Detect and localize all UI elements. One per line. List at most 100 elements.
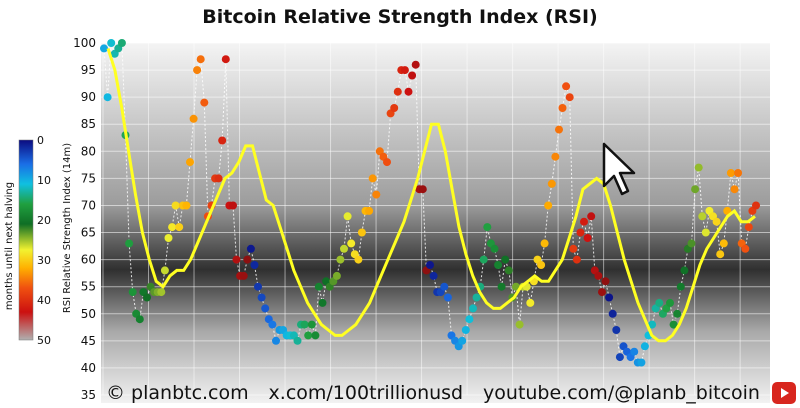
rsi-point	[694, 163, 703, 172]
rsi-point	[304, 331, 313, 340]
rsi-point	[336, 255, 345, 264]
rsi-point	[440, 282, 449, 291]
colorbar-label: months until next halving	[4, 182, 15, 310]
rsi-point	[734, 169, 743, 177]
rsi-point	[501, 255, 510, 264]
rsi-point	[307, 320, 316, 329]
rsi-point	[608, 309, 617, 318]
rsi-point	[726, 169, 735, 177]
rsi-point	[143, 293, 151, 302]
grid-lines	[101, 42, 770, 396]
rsi-point	[189, 114, 198, 123]
rsi-point	[483, 223, 492, 232]
rsi-point	[443, 293, 452, 302]
rsi-point	[393, 87, 402, 96]
youtube-logo-icon[interactable]	[772, 382, 796, 404]
rsi-point	[318, 298, 327, 307]
footer-site[interactable]: © planbtc.com	[106, 382, 249, 404]
colorbar-tick-label: 30	[37, 254, 51, 267]
rsi-point	[243, 255, 252, 264]
rsi-point	[601, 277, 610, 286]
rsi-point	[426, 261, 434, 269]
rsi-point	[400, 66, 409, 75]
colorbar-tick-label: 20	[37, 214, 51, 227]
rsi-point	[612, 326, 621, 334]
plot-background	[101, 43, 770, 403]
rsi-point	[698, 212, 707, 221]
y-tick-label: 60	[81, 253, 96, 267]
rsi-point	[293, 336, 302, 345]
rsi-point	[182, 201, 191, 210]
rsi-point	[268, 320, 277, 329]
rsi-point	[272, 336, 280, 345]
rsi-point	[175, 223, 184, 232]
rsi-point	[673, 309, 682, 318]
rsi-point	[429, 271, 438, 280]
rsi-point	[497, 282, 506, 291]
rsi-point	[741, 244, 750, 253]
rsi-point	[544, 201, 553, 210]
rsi-point	[257, 293, 266, 302]
trend-line	[106, 47, 756, 343]
y-tick-label: 55	[81, 280, 96, 294]
rsi-point	[368, 174, 377, 183]
footer-credits: © planbtc.com x.com/100trillionusd youtu…	[96, 378, 770, 408]
colorbar-tick-label: 10	[37, 174, 51, 187]
rsi-point	[103, 93, 112, 102]
rsi-point	[472, 293, 481, 302]
rsi-point	[687, 239, 696, 248]
rsi-point	[598, 288, 606, 297]
rsi-point	[691, 185, 700, 194]
footer-x-handle[interactable]: x.com/100trillionusd	[268, 382, 464, 404]
rsi-point	[193, 66, 202, 75]
rsi-point	[311, 331, 320, 340]
colorbar-tick-label: 40	[37, 294, 51, 307]
y-tick-label: 90	[81, 90, 96, 104]
rsi-point	[494, 261, 503, 269]
rsi-point	[537, 261, 546, 269]
cursor-icon	[602, 142, 636, 196]
y-tick-label: 70	[81, 198, 96, 212]
y-tick-label: 80	[81, 144, 96, 158]
rsi-point	[526, 298, 535, 307]
rsi-point	[569, 244, 578, 253]
rsi-point	[744, 223, 753, 232]
rsi-point	[572, 255, 581, 264]
rsi-point	[254, 282, 262, 291]
rsi-points	[100, 39, 760, 367]
rsi-point	[469, 304, 477, 313]
rsi-point	[383, 158, 391, 167]
y-tick-label: 75	[81, 171, 96, 185]
rsi-point	[637, 358, 646, 367]
rsi-point	[587, 212, 596, 221]
rsi-point	[100, 44, 108, 53]
rsi-point	[716, 250, 725, 259]
rsi-point	[565, 93, 574, 102]
rsi-point	[701, 228, 710, 237]
rsi-point	[655, 298, 664, 307]
rsi-point	[117, 39, 126, 47]
footer-youtube[interactable]: youtube.com/@planb_bitcoin	[483, 382, 760, 404]
rsi-point	[719, 239, 728, 248]
y-tick-labels: 35 40 45 50 55 60 65 70 75 80 85 90 95 100	[73, 36, 96, 402]
rsi-point	[372, 190, 381, 199]
rsi-point	[157, 288, 166, 297]
rsi-point	[354, 255, 363, 264]
rsi-point	[461, 326, 470, 334]
rsi-point	[128, 288, 137, 297]
rsi-point	[218, 136, 227, 145]
rsi-point	[479, 255, 488, 264]
rsi-point	[357, 228, 366, 237]
rsi-point	[300, 320, 309, 329]
colorbar-tick-label: 50	[37, 334, 51, 347]
rsi-point	[605, 293, 614, 302]
y-tick-label: 40	[81, 361, 96, 375]
rsi-point	[261, 304, 270, 313]
rsi-point	[232, 255, 241, 264]
rsi-point	[490, 244, 499, 253]
rsi-point	[164, 234, 173, 242]
y-tick-label: 95	[81, 63, 96, 77]
rsi-point	[540, 239, 549, 248]
rsi-point	[343, 212, 352, 221]
rsi-point	[648, 320, 657, 329]
